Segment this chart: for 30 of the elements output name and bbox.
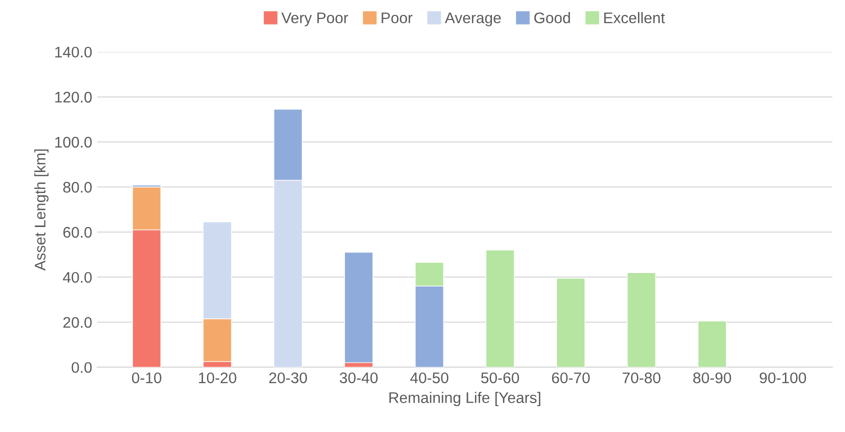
x-tick-label: 40-50 — [410, 372, 448, 384]
y-tick-label: 140.0 — [55, 46, 92, 58]
x-tick-label: 10-20 — [198, 372, 236, 384]
bar — [556, 278, 586, 368]
y-tick-label: 20.0 — [63, 317, 92, 328]
y-tick-label: 120.0 — [55, 92, 92, 103]
legend-label: Very Poor — [281, 12, 348, 26]
x-tick-label: 30-40 — [340, 372, 378, 384]
legend-label: Good — [534, 12, 570, 24]
x-tick-label: 0-10 — [132, 372, 162, 384]
bar — [626, 272, 656, 368]
bar — [486, 250, 515, 368]
y-tick-label: 0.0 — [72, 362, 92, 373]
legend-label: Excellent — [604, 12, 665, 24]
y-tick-label: 60.0 — [63, 226, 92, 238]
y-tick-label: 80.0 — [63, 182, 92, 193]
x-tick-label: 50-60 — [481, 372, 520, 384]
y-tick-label: 100.0 — [55, 136, 92, 148]
x-tick-label: 20-30 — [269, 372, 307, 384]
legend-label: Average — [444, 12, 501, 26]
bar — [698, 320, 727, 368]
x-tick-label: 60-70 — [552, 372, 590, 384]
y-axis-title: Asset Length [km] — [34, 149, 49, 271]
y-tick-label: 40.0 — [62, 272, 92, 283]
x-tick-label: 90-100 — [760, 372, 806, 384]
legend-label: Poor — [382, 12, 412, 24]
x-axis-title: Remaining Life [Years] — [389, 392, 540, 406]
x-tick-label: 80-90 — [693, 372, 732, 384]
x-tick-label: 70-80 — [622, 372, 660, 384]
bar — [344, 252, 374, 364]
